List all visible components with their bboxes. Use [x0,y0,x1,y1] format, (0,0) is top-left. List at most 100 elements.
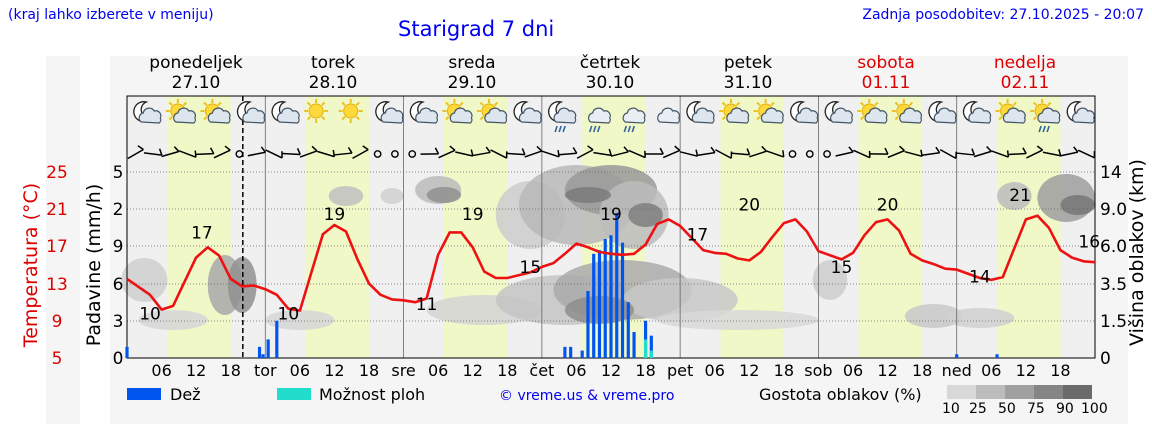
wind-barb-shaft [576,149,594,159]
rain-drop [596,125,601,133]
cloud-shape [518,107,542,124]
wind-barb [766,150,785,158]
wind-barb-shaft [662,149,681,159]
day-abbr-tick: sob [804,361,832,380]
cloud-shape [726,107,750,124]
sun-ray [341,115,346,121]
wind-barb [887,145,906,159]
rain-legend-label: Dež [170,385,201,404]
wind-calm-marker [391,150,399,158]
sun-ray [168,115,173,121]
hour-tick: 12 [324,361,344,380]
temperature-label: 14 [969,267,991,287]
hour-tick: 18 [774,361,794,380]
moon-cloud-icon [686,101,715,124]
wind-barb-shaft [558,152,577,156]
rain-bar [275,320,279,358]
moon-cloud-icon [962,101,992,124]
cloud-shape [657,107,680,124]
rain-drop [588,125,593,133]
wind-barb [334,147,353,156]
sun-ray [355,101,360,107]
precipitation-tick: 9 [113,237,124,257]
cloud-density-area [138,310,208,330]
sun-cloud-icon [719,99,750,124]
precipitation-tick: 0 [113,349,124,369]
temperature-label: 10 [139,305,161,325]
cloud-density-area [997,182,1032,210]
rain-legend-swatch [127,388,161,400]
cloud-shape [1002,107,1026,124]
wind-barb [610,146,629,157]
rain-bar [955,354,959,358]
wind-barb-flag [194,150,197,158]
cloud-height-tick: 9.0 [1100,200,1127,220]
rain-drop [623,125,628,133]
rain-drop [1038,125,1042,133]
sun-disc [308,103,324,119]
wind-barb [558,147,578,156]
wind-barb-flag [644,150,646,158]
density-step: 100 [1081,401,1108,417]
cloud-density-area [426,187,462,203]
sun-cloud-icon [857,99,888,124]
wind-calm-marker [408,150,417,158]
hour-tick: 12 [601,361,621,380]
sun-ray [908,101,914,107]
day-header: ponedeljek 27.10 [149,53,243,93]
cloud-density-scale: 10 25 50 75 90 100 [942,385,1108,417]
cloud-density-area [380,188,404,204]
wind-barb [853,149,871,159]
wind-barb [352,145,369,160]
wind-barb [697,146,716,157]
credit-link[interactable]: © vreme.us & vreme.pro [499,388,675,404]
day-abbr-tick: tor [254,361,277,380]
wind-barb [127,145,144,160]
hour-tick: 12 [877,361,897,380]
wind-barb-shaft [1060,151,1079,157]
sun-ray [168,101,173,107]
sun-ray [874,101,879,107]
cloud-density-area [1060,195,1095,215]
wind-barb-shaft [316,150,335,158]
moon-cloud-icon [1066,101,1095,124]
wind-barb-flag [659,147,664,155]
rain-bar [620,242,625,358]
cloud-shape [138,107,162,124]
last-update: Zadnja posodobitev: 27.10.2025 - 20:07 [862,7,1144,23]
wind-barb-flag [899,145,906,152]
cloud-shape [760,107,784,124]
wind-barb-flag [296,148,301,155]
temperature-label: 19 [324,205,346,225]
hour-tick: 06 [428,361,448,380]
sun-ray [756,115,761,121]
sun-ray [1047,101,1052,107]
wind-barb-shaft [749,150,767,158]
wind-barb-flag [572,147,578,154]
wind-barb [178,150,197,158]
hour-tick: 18 [221,361,241,380]
wind-calm-marker [235,150,244,158]
wind-barb-flag [1036,145,1044,151]
wind-barb-shaft [472,151,491,157]
sun-ray [355,115,360,121]
wind-barb-shaft [195,152,214,156]
temperature-label: 20 [738,196,760,216]
wind-barb-shaft [853,149,871,159]
wind-barb [1060,146,1079,157]
wind-barb-flag [1073,146,1079,153]
sun-ray [770,101,775,107]
sun-ray [1012,101,1017,107]
wind-barb-shaft [299,150,318,158]
rain-bar [592,253,596,358]
wind-barb-flag [536,145,543,152]
rain-bar [257,346,262,358]
cloud-density-area [328,186,364,206]
temperature-tick: 9 [52,312,63,332]
sun-ray [182,101,188,107]
cloud-shape [588,107,611,124]
wind-barb-flag [868,150,871,158]
wind-barb-shaft [921,152,940,156]
wind-barb-flag [986,145,992,152]
cloud-height-tick: 6.0 [1100,237,1127,257]
